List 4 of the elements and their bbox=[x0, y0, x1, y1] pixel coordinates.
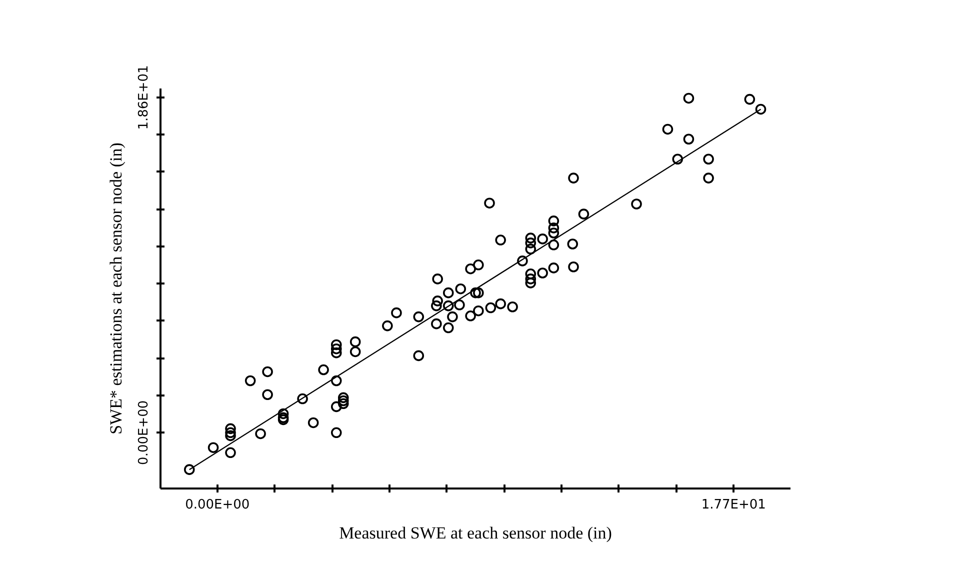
y-tick-label: 1.86E+01 bbox=[136, 65, 152, 130]
x-axis-title: Measured SWE at each sensor node (in) bbox=[339, 524, 612, 542]
x-tick-label: 1.77E+01 bbox=[701, 498, 766, 512]
y-axis-title: SWE* estimations at each sensor node (in) bbox=[106, 142, 126, 434]
